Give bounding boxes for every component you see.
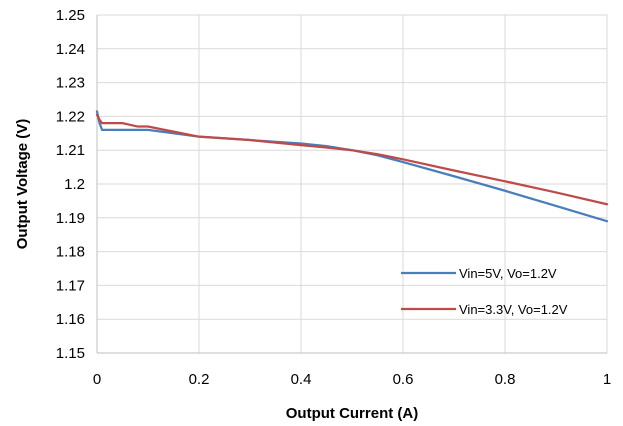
- y-tick-labels: 1.15 1.16 1.17 1.18 1.19 1.2 1.21 1.22 1.23 1.24 1…: [56, 7, 85, 362]
- y-tick-label: 1.15: [56, 345, 85, 362]
- legend-label-1: Vin=5V, Vo=1.2V: [459, 266, 557, 281]
- y-tick-label: 1.25: [56, 7, 85, 24]
- y-tick-label: 1.21: [56, 142, 85, 159]
- y-tick-label: 1.23: [56, 75, 85, 92]
- x-tick-label: 0.8: [495, 371, 516, 388]
- series-line-2: [95, 113, 609, 206]
- x-tick-label: 1: [603, 371, 611, 388]
- legend: Vin=5V, Vo=1.2V Vin=3.3V, Vo=1.2V: [401, 266, 568, 317]
- series-lines: [95, 110, 609, 223]
- legend-label-2: Vin=3.3V, Vo=1.2V: [459, 302, 568, 317]
- x-tick-labels: 0 0.2 0.4 0.6 0.8 1: [93, 371, 611, 388]
- x-tick-label: 0.6: [393, 371, 414, 388]
- y-tick-label: 1.22: [56, 108, 85, 125]
- axes: [96, 15, 607, 354]
- y-tick-label: 1.19: [56, 210, 85, 227]
- y-tick-label: 1.24: [56, 41, 85, 58]
- x-axis-title: Output Current (A): [286, 405, 418, 422]
- y-axis-title: Output Voltage (V): [14, 119, 31, 250]
- x-tick-label: 0: [93, 371, 101, 388]
- y-tick-label: 1.16: [56, 311, 85, 328]
- x-tick-label: 0.2: [189, 371, 210, 388]
- y-tick-label: 1.2: [64, 176, 85, 193]
- y-tick-label: 1.17: [56, 277, 85, 294]
- x-tick-label: 0.4: [291, 371, 312, 388]
- y-tick-label: 1.18: [56, 244, 85, 261]
